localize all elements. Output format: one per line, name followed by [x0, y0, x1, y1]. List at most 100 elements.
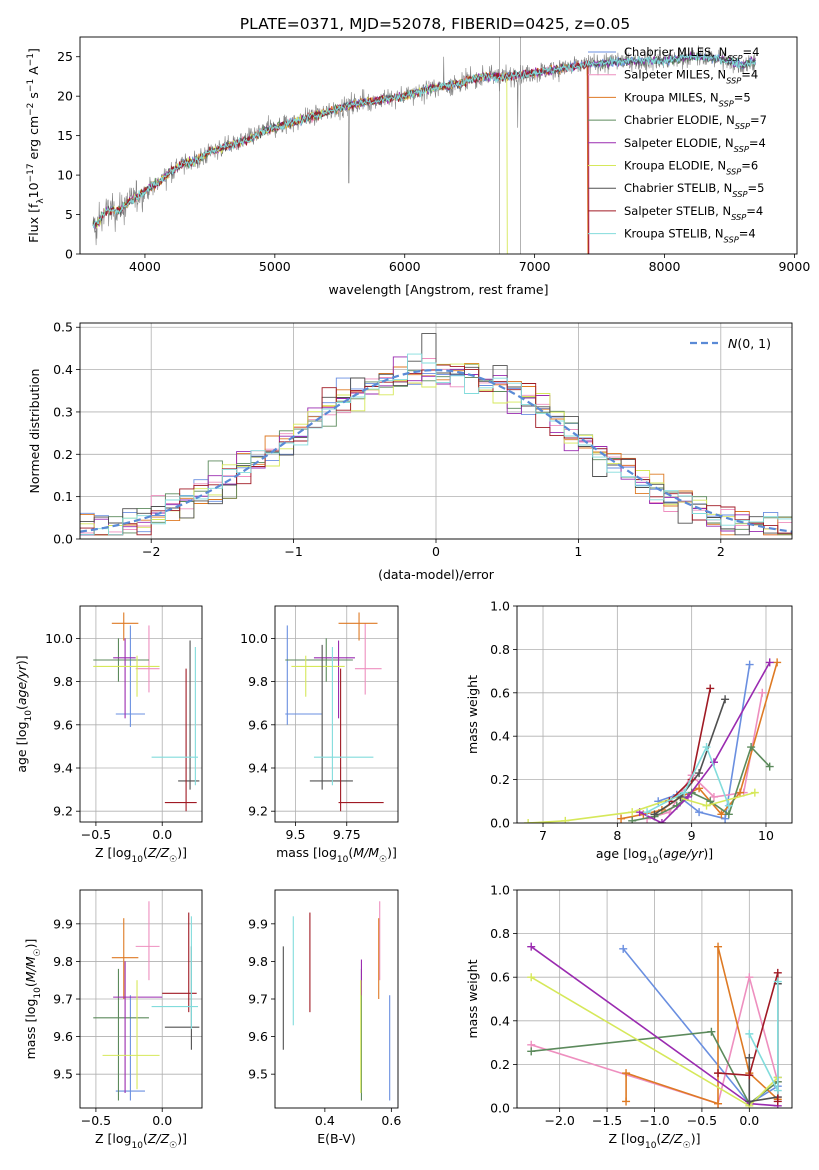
label-part: SSP: [735, 121, 750, 131]
tick-label-y: 10.0: [240, 631, 268, 646]
label-part: s: [26, 92, 41, 103]
tick-label-y: 0.0: [490, 816, 510, 831]
tick-label-y: 9.7: [53, 992, 73, 1007]
label-part: =7: [750, 113, 767, 127]
tick-label-y: 9.2: [53, 804, 73, 819]
label-part: ☉: [169, 855, 177, 865]
mass-vs-ebv-panel: 0.4 0.6 9.5 9.6 9.7 9.8 9.9 E(B-V): [248, 889, 401, 1146]
tick-label-x: −0.5: [81, 827, 111, 842]
tick-label-y: 9.8: [248, 674, 268, 689]
tick-label-y: 9.6: [53, 1029, 73, 1044]
age-vs-mass-points: [285, 612, 384, 812]
label-part: age/yr: [663, 846, 704, 861]
tick-label-x: 9.75: [333, 827, 361, 842]
weight-vs-z-ylabel: mass weight: [465, 959, 480, 1038]
tick-label-y: 9.4: [248, 761, 268, 776]
label-part: A: [26, 66, 41, 79]
weight-vs-z-xlabel: Z [log10(Z/Z☉)]: [609, 1131, 701, 1151]
tick-label-y: 0.0: [53, 532, 73, 547]
label-part: SSP: [732, 189, 747, 199]
tick-label-x: 6000: [389, 259, 421, 274]
weight-marker: [695, 808, 704, 817]
label-part: SSP: [726, 167, 741, 177]
residuals-xlabel: (data-model)/error: [378, 567, 495, 582]
tick-label-y: 1.0: [490, 883, 510, 898]
figure-title: PLATE=0371, MJD=52078, FIBERID=0425, z=0…: [240, 15, 630, 33]
tick-label-y: 0.4: [490, 1013, 510, 1028]
tick-label-x: 0.4: [315, 1113, 335, 1128]
label-part: −2: [26, 103, 36, 116]
label-part: (: [656, 1131, 661, 1146]
tick-label-y: 25: [57, 49, 73, 64]
age-vs-z-points: [93, 612, 200, 812]
tick-label-y: 9.4: [53, 761, 73, 776]
weight-marker: [773, 1097, 782, 1106]
tick-label-y: 9.9: [53, 916, 73, 931]
tick-label-y: 0.2: [490, 772, 510, 787]
mass-vs-z-points: [93, 901, 200, 1101]
weight-marker: [622, 1069, 631, 1078]
weight-marker: [750, 788, 759, 797]
label-part: SSP: [731, 212, 746, 222]
tick-label-y: 10: [57, 168, 73, 183]
label-part: )]: [387, 845, 397, 860]
weight-series-8: [646, 744, 730, 813]
label-part: =5: [747, 181, 764, 195]
tick-label-x: 10: [758, 828, 774, 843]
weight-series-1: [646, 692, 764, 820]
weight-vs-age-xlabel: age [log10(age/yr)]: [596, 846, 713, 866]
model-spectrum-7: [92, 60, 589, 254]
tick-label-x: −1.5: [592, 1113, 622, 1128]
label-part: (: [143, 845, 148, 860]
plot-frame: [274, 889, 399, 1109]
label-part: Salpeter STELIB, N: [624, 204, 731, 218]
weight-marker: [721, 695, 730, 704]
label-part: Kroupa MILES, N: [624, 90, 719, 104]
label-part: )]: [177, 845, 187, 860]
model-spectrum-2: [92, 60, 589, 254]
legend-entry: Chabrier STELIB, NSSP=5: [624, 181, 764, 199]
spectrum-xlabel: wavelength [Angstrom, rest frame]: [328, 282, 548, 297]
weight-marker: [773, 1086, 782, 1095]
tick-label-x: 2: [717, 544, 725, 559]
label-part: Chabrier MILES, N: [624, 45, 727, 59]
mass-vs-z-ylabel: mass [log10(M/M☉)]: [23, 939, 43, 1060]
label-part: −1: [26, 53, 36, 66]
plot-frame: [79, 36, 798, 255]
histogram-6: [80, 333, 792, 539]
label-part: 10: [131, 1141, 143, 1151]
weight-marker: [657, 819, 666, 823]
label-part: Salpeter MILES, N: [624, 68, 726, 82]
weight-marker: [695, 784, 704, 793]
weight-marker: [717, 810, 726, 819]
label-part: Z/Z: [660, 1131, 683, 1146]
spectrum-lines: [92, 37, 756, 254]
label-part: 10: [131, 855, 143, 865]
weight-marker: [745, 1097, 754, 1106]
weight-marker: [745, 660, 754, 669]
label-part: −17: [26, 163, 36, 182]
weight-marker: [619, 944, 628, 953]
legend-normal: N(0, 1): [728, 336, 771, 351]
label-part: SSP: [726, 76, 741, 86]
label-part: M/M: [353, 845, 379, 860]
label-part: )]: [691, 1131, 701, 1146]
age-vs-z-panel: −0.5 0.09.29.49.69.810.0Z [log10(Z/Z☉)]ag…: [14, 605, 203, 865]
weight-marker: [650, 810, 659, 819]
label-part: SSP: [727, 53, 742, 63]
label-part: 10: [337, 855, 349, 865]
label-part: =6: [741, 159, 758, 173]
label-part: Z/Z: [147, 1131, 170, 1146]
label-part: −1: [26, 79, 36, 92]
tick-label-y: 0.0: [490, 1101, 510, 1116]
tick-label-y: 15: [57, 128, 73, 143]
mass-vs-ebv-xlabel: E(B-V): [317, 1131, 356, 1146]
tick-label-y: 0.8: [490, 926, 510, 941]
weight-marker: [527, 1047, 536, 1056]
weight-marker: [643, 808, 652, 817]
tick-label-x: 9: [688, 828, 696, 843]
weight-marker: [714, 1099, 723, 1108]
label-part: Chabrier ELODIE, N: [624, 113, 735, 127]
tick-label-x: 7: [539, 828, 547, 843]
weight-marker: [747, 743, 756, 752]
